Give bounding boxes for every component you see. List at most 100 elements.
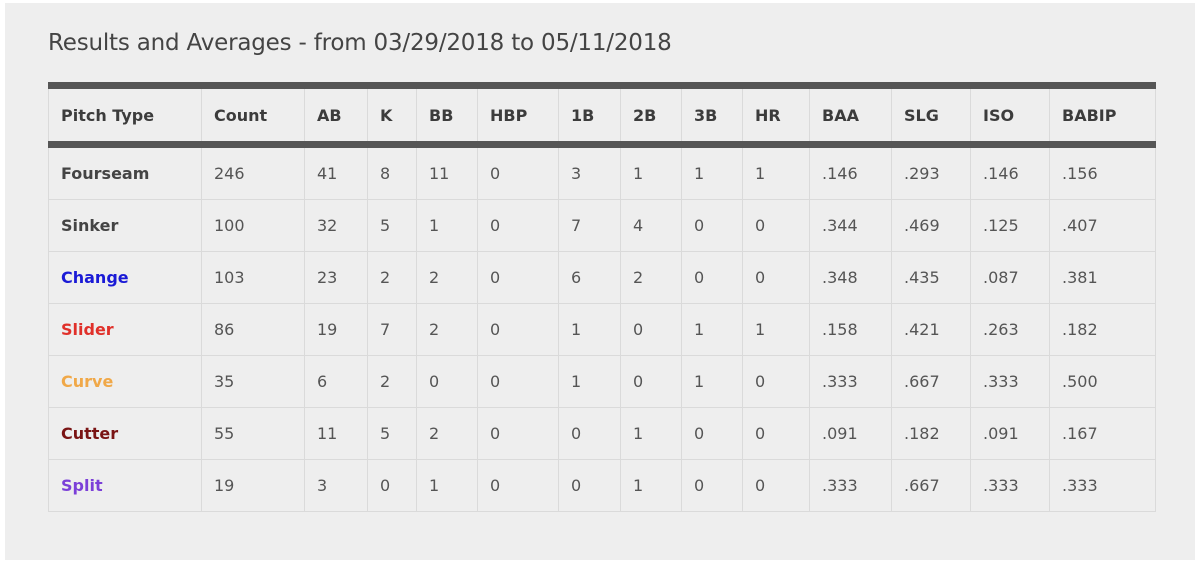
cell-3b: 0 — [681, 459, 743, 512]
column-header-iso[interactable]: ISO — [970, 85, 1050, 148]
cell-2b: 2 — [620, 251, 682, 304]
column-header-slg[interactable]: SLG — [891, 85, 971, 148]
pitch-type-cell: Cutter — [48, 407, 202, 460]
cell-iso: .087 — [970, 251, 1050, 304]
column-header-hbp[interactable]: HBP — [477, 85, 559, 148]
cell-k: 5 — [367, 407, 417, 460]
pitch-type-cell: Slider — [48, 303, 202, 356]
table-header-row: Pitch Type Count AB K BB HBP 1B 2B 3B HR… — [48, 85, 1156, 148]
cell-baa: .333 — [809, 355, 892, 408]
cell-count: 19 — [201, 459, 305, 512]
cell-hbp: 0 — [477, 303, 559, 356]
cell-baa: .348 — [809, 251, 892, 304]
table-body: Fourseam 246 41 8 11 0 3 1 1 1.146.293.146.156 Sin… — [48, 144, 1156, 512]
cell-k: 8 — [367, 144, 417, 200]
cell-2b: 1 — [620, 407, 682, 460]
cell-bb: 1 — [416, 199, 478, 252]
cell-slg: .667 — [891, 459, 971, 512]
cell-hr: 0 — [742, 407, 810, 460]
cell-babip: .182 — [1049, 303, 1156, 356]
cell-ab: 6 — [304, 355, 368, 408]
cell-ab: 3 — [304, 459, 368, 512]
table-row: Split 19 3 0 1 0 0 1 0 0.333.667.333.333 — [48, 459, 1156, 512]
column-header-1b[interactable]: 1B — [558, 85, 621, 148]
cell-2b: 1 — [620, 459, 682, 512]
cell-baa: .146 — [809, 144, 892, 200]
cell-2b: 1 — [620, 144, 682, 200]
cell-babip: .407 — [1049, 199, 1156, 252]
cell-hr: 0 — [742, 251, 810, 304]
cell-baa: .344 — [809, 199, 892, 252]
cell-count: 86 — [201, 303, 305, 356]
cell-1b: 7 — [558, 199, 621, 252]
cell-1b: 6 — [558, 251, 621, 304]
cell-count: 55 — [201, 407, 305, 460]
cell-babip: .381 — [1049, 251, 1156, 304]
cell-hr: 0 — [742, 459, 810, 512]
cell-hr: 0 — [742, 355, 810, 408]
cell-bb: 11 — [416, 144, 478, 200]
cell-k: 2 — [367, 251, 417, 304]
column-header-3b[interactable]: 3B — [681, 85, 743, 148]
cell-babip: .333 — [1049, 459, 1156, 512]
cell-1b: 0 — [558, 459, 621, 512]
column-header-pitch-type[interactable]: Pitch Type — [48, 85, 202, 148]
table-row: Slider 86 19 7 2 0 1 0 1 1.158.421.263.182 — [48, 303, 1156, 356]
cell-babip: .500 — [1049, 355, 1156, 408]
cell-babip: .156 — [1049, 144, 1156, 200]
cell-bb: 2 — [416, 407, 478, 460]
cell-iso: .333 — [970, 355, 1050, 408]
cell-slg: .435 — [891, 251, 971, 304]
table-row: Sinker 100 32 5 1 0 7 4 0 0.344.469.125.407 — [48, 199, 1156, 252]
column-header-k[interactable]: K — [367, 85, 417, 148]
column-header-hr[interactable]: HR — [742, 85, 810, 148]
cell-baa: .333 — [809, 459, 892, 512]
cell-3b: 1 — [681, 303, 743, 356]
column-header-2b[interactable]: 2B — [620, 85, 682, 148]
cell-ab: 41 — [304, 144, 368, 200]
cell-baa: .091 — [809, 407, 892, 460]
cell-hbp: 0 — [477, 199, 559, 252]
cell-ab: 11 — [304, 407, 368, 460]
cell-k: 2 — [367, 355, 417, 408]
cell-2b: 4 — [620, 199, 682, 252]
cell-iso: .263 — [970, 303, 1050, 356]
cell-bb: 0 — [416, 355, 478, 408]
cell-3b: 1 — [681, 355, 743, 408]
cell-hbp: 0 — [477, 407, 559, 460]
table-row: Cutter 55 11 5 2 0 0 1 0 0.091.182.091.167 — [48, 407, 1156, 460]
cell-hbp: 0 — [477, 355, 559, 408]
cell-count: 246 — [201, 144, 305, 200]
column-header-count[interactable]: Count — [201, 85, 305, 148]
pitch-type-cell: Split — [48, 459, 202, 512]
cell-2b: 0 — [620, 355, 682, 408]
cell-hr: 1 — [742, 144, 810, 200]
cell-hbp: 0 — [477, 459, 559, 512]
cell-1b: 0 — [558, 407, 621, 460]
pitch-type-cell: Change — [48, 251, 202, 304]
cell-ab: 23 — [304, 251, 368, 304]
cell-slg: .421 — [891, 303, 971, 356]
cell-iso: .333 — [970, 459, 1050, 512]
cell-hr: 1 — [742, 303, 810, 356]
cell-count: 100 — [201, 199, 305, 252]
cell-3b: 0 — [681, 199, 743, 252]
cell-ab: 19 — [304, 303, 368, 356]
cell-3b: 1 — [681, 144, 743, 200]
pitch-type-cell: Sinker — [48, 199, 202, 252]
column-header-ab[interactable]: AB — [304, 85, 368, 148]
column-header-babip[interactable]: BABIP — [1049, 85, 1156, 148]
cell-1b: 1 — [558, 303, 621, 356]
table-row: Change 103 23 2 2 0 6 2 0 0.348.435.087.381 — [48, 251, 1156, 304]
cell-baa: .158 — [809, 303, 892, 356]
column-header-baa[interactable]: BAA — [809, 85, 892, 148]
cell-slg: .182 — [891, 407, 971, 460]
table-row: Curve 35 6 2 0 0 1 0 1 0.333.667.333.500 — [48, 355, 1156, 408]
cell-count: 35 — [201, 355, 305, 408]
cell-1b: 3 — [558, 144, 621, 200]
cell-hbp: 0 — [477, 251, 559, 304]
cell-slg: .293 — [891, 144, 971, 200]
pitch-type-cell: Curve — [48, 355, 202, 408]
cell-slg: .469 — [891, 199, 971, 252]
column-header-bb[interactable]: BB — [416, 85, 478, 148]
